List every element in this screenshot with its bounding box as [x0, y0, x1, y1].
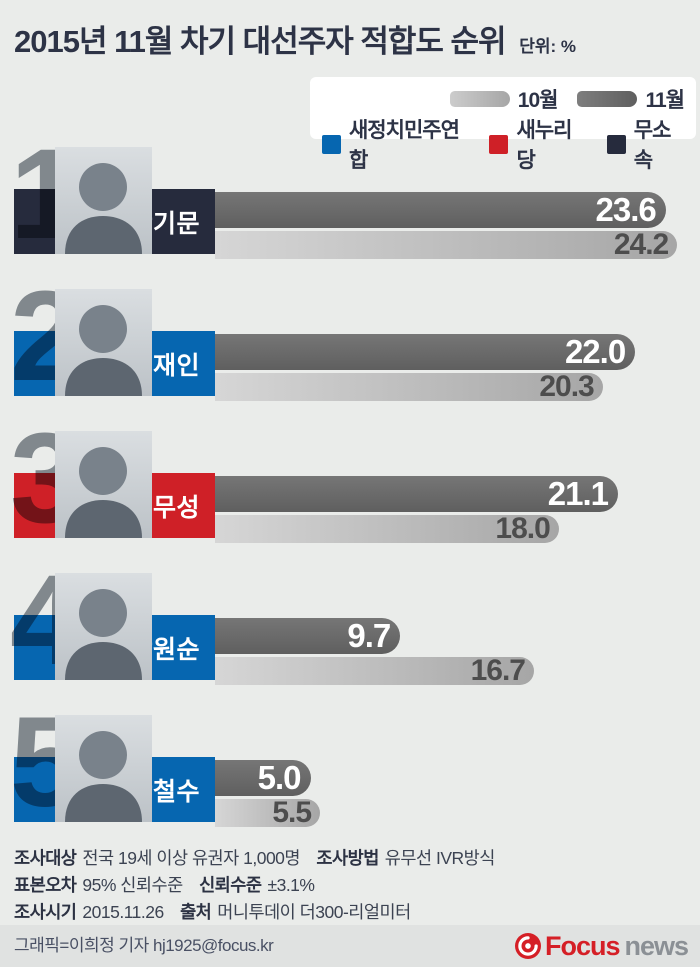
bar-november-5: 5.0: [215, 759, 311, 796]
photo-park-won-soon: [55, 573, 152, 680]
value-october-2: 20.3: [539, 370, 594, 403]
value-november-3: 21.1: [547, 475, 609, 512]
note-label: 신뢰수준: [199, 875, 262, 895]
rank-row-1: 1 반기문 23.6 24.2: [0, 131, 700, 287]
value-november-2: 22.0: [564, 333, 626, 370]
legend-party-blue-swatch: [321, 134, 341, 154]
bar-october-4: 16.7: [215, 654, 534, 687]
legend-party-navy-swatch: [606, 134, 626, 154]
logo-brand-text: Focus: [544, 930, 621, 961]
note-label: 출처: [180, 902, 212, 922]
rank-row-4: 4 박원순 9.7 16.7: [0, 557, 700, 713]
note-text: 유무선 IVR방식: [384, 848, 496, 868]
title-main: 차기 대선주자 적합도 순위: [180, 24, 507, 59]
value-october-1: 24.2: [613, 228, 669, 261]
bar-october-1: 24.2: [215, 228, 678, 261]
bar-november-4: 9.7: [215, 617, 401, 654]
legend: 10월 11월 새정치민주연합 새누리당 무소속: [310, 77, 696, 172]
photo-kim-moo-sung: [55, 431, 152, 538]
note-label: 조사시기: [14, 902, 77, 922]
note-text: 머니투데이 더300-리얼미터: [217, 902, 411, 922]
value-october-5: 5.5: [272, 796, 312, 829]
legend-party-red-swatch: [489, 134, 509, 154]
note-label: 조사방법: [316, 848, 379, 868]
photo-moon-jae-in: [55, 289, 152, 396]
bar-november-3: 21.1: [215, 475, 618, 512]
note-line-1: 조사대상 전국 19세 이상 유권자 1,000명 조사방법 유무선 IVR방식: [14, 845, 495, 872]
note-line-3: 조사시기 2015.11.26 출처 머니투데이 더300-리얼미터: [14, 899, 495, 926]
legend-months-row: 10월 11월: [322, 84, 685, 114]
legend-october-label: 10월: [517, 89, 559, 112]
focus-news-logo: Focus news: [514, 925, 689, 967]
bar-october-3: 18.0: [215, 512, 559, 545]
note-text: ±3.1%: [267, 875, 315, 895]
legend-party-navy-label: 무소속: [633, 119, 672, 172]
legend-november-bar-icon: [577, 91, 638, 107]
bar-october-5: 5.5: [215, 796, 321, 829]
page-title: 2015년 11월 차기 대선주자 적합도 순위 단위: %: [14, 16, 576, 61]
photo-ahn-cheol-soo: [55, 715, 152, 822]
legend-november-label: 11월: [645, 89, 685, 112]
logo-suffix-text: news: [624, 930, 689, 961]
title-prefix: 2015년 11월: [14, 24, 173, 59]
graphic-credit: 그래픽=이희정 기자 hj1925@focus.kr: [14, 936, 274, 955]
rank-row-2: 2 문재인 22.0 20.3: [0, 273, 700, 429]
note-label: 조사대상: [14, 848, 77, 868]
survey-notes: 조사대상 전국 19세 이상 유권자 1,000명 조사방법 유무선 IVR방식 표…: [14, 845, 495, 926]
note-text: 2015.11.26: [82, 902, 164, 922]
focus-news-swirl-icon: [514, 933, 541, 959]
note-line-2: 표본오차 95% 신뢰수준 신뢰수준 ±3.1%: [14, 872, 495, 899]
note-label: 표본오차: [14, 875, 77, 895]
bar-october-2: 20.3: [215, 370, 603, 403]
bar-november-2: 22.0: [215, 333, 636, 370]
value-november-5: 5.0: [257, 759, 302, 796]
note-text: 95% 신뢰수준: [82, 875, 183, 895]
legend-party-red-label: 새누리당: [516, 119, 572, 172]
photo-ban-ki-moon: [55, 147, 152, 254]
note-text: 전국 19세 이상 유권자 1,000명: [82, 848, 301, 868]
value-november-1: 23.6: [595, 191, 657, 228]
rank-row-5: 5 안철수 5.0 5.5: [0, 699, 700, 855]
bar-november-1: 23.6: [215, 191, 666, 228]
value-october-3: 18.0: [495, 512, 550, 545]
legend-party-blue-label: 새정치민주연합: [348, 119, 460, 172]
ranking-list: 1 반기문 23.6 24.2 2 문재인 22.0 20.3 3: [0, 131, 700, 855]
legend-october-bar-icon: [449, 91, 510, 107]
bottom-band: 그래픽=이희정 기자 hj1925@focus.kr Focus news: [0, 925, 700, 967]
value-november-4: 9.7: [347, 617, 391, 654]
legend-parties-row: 새정치민주연합 새누리당 무소속: [321, 114, 684, 174]
value-october-4: 16.7: [470, 654, 526, 687]
title-unit: 단위: %: [519, 37, 576, 56]
rank-row-3: 3 김무성 21.1 18.0: [0, 415, 700, 571]
